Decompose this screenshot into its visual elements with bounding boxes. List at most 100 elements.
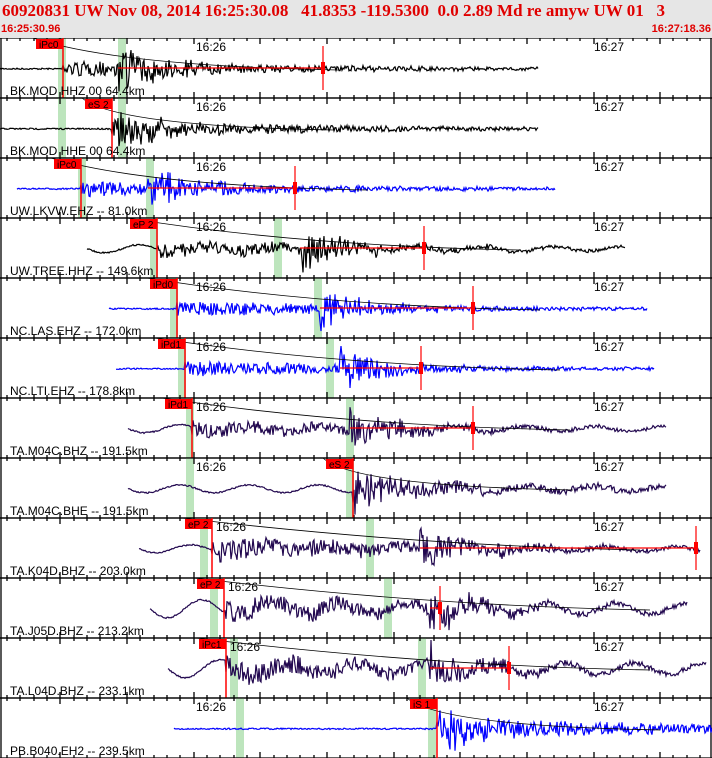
time-label: 16:26 bbox=[230, 640, 260, 654]
pick-flag[interactable] bbox=[150, 279, 177, 289]
time-label: 16:27 bbox=[594, 460, 624, 474]
pick-label: iS 1 bbox=[413, 700, 431, 711]
channel-panel[interactable]: 16:26 16:27 iPc0 BK.MOD HHZ 00 64.4km bbox=[0, 38, 712, 99]
pick-flag[interactable] bbox=[85, 99, 112, 109]
coda-end-marker bbox=[430, 646, 510, 690]
channel-label: NC.LAS.EHZ -- 172.0km bbox=[10, 324, 141, 338]
time-label: 16:27 bbox=[594, 220, 624, 234]
event-title: 60920831 UW Nov 08, 2014 16:25:30.08 41.… bbox=[2, 1, 665, 20]
channel-panel[interactable]: 16:26 16:27 eS 2 TA.M04C.BHE -- 191.5km bbox=[0, 457, 712, 519]
pick-label: eS 2 bbox=[88, 100, 109, 111]
header-bar: 60920831 UW Nov 08, 2014 16:25:30.08 41.… bbox=[0, 0, 712, 38]
waveform-trace bbox=[127, 471, 667, 515]
amplitude-marker bbox=[471, 422, 475, 434]
amplitude-marker bbox=[419, 362, 423, 374]
pick-window bbox=[58, 98, 66, 158]
pick-window bbox=[200, 518, 208, 578]
pick-window bbox=[346, 458, 354, 518]
amplitude-marker bbox=[507, 662, 511, 674]
pick-flag[interactable] bbox=[130, 219, 157, 229]
waveform-trace bbox=[149, 592, 688, 631]
time-label: 16:27 bbox=[594, 340, 624, 354]
pick-window bbox=[326, 338, 334, 398]
waveform-trace bbox=[167, 639, 707, 685]
coda-curve bbox=[161, 397, 571, 431]
channel-panel[interactable]: 16:26 16:27 iPc1 TA.L04D.BHZ -- 233.1km bbox=[0, 637, 712, 699]
coda-curve bbox=[126, 217, 521, 251]
coda-end-marker bbox=[340, 346, 422, 390]
channel-panel[interactable]: 16:26 16:27 eP 2 TA.K04D.BHZ -- 203.0km bbox=[0, 517, 712, 579]
channel-label: TA.M04C.BHZ -- 191.5km bbox=[10, 444, 148, 458]
amplitude-marker bbox=[438, 602, 442, 614]
channel-label: BK.MOD HHE 00 64.4km bbox=[10, 144, 145, 158]
time-label: 16:26 bbox=[196, 40, 226, 54]
pick-window bbox=[178, 338, 186, 398]
amplitude-marker bbox=[293, 182, 297, 194]
channel-label: TA.K04D.BHZ -- 203.0km bbox=[10, 564, 146, 578]
time-label: 16:26 bbox=[196, 460, 226, 474]
coda-curve bbox=[154, 337, 561, 371]
pick-flag[interactable] bbox=[54, 159, 81, 169]
pick-label: eP 2 bbox=[200, 580, 221, 591]
pick-window bbox=[428, 698, 436, 758]
pick-window bbox=[366, 518, 374, 578]
time-label: 16:26 bbox=[196, 160, 226, 174]
pick-window bbox=[236, 698, 244, 758]
time-axis-ticks bbox=[0, 577, 712, 639]
time-axis-ticks bbox=[0, 97, 712, 159]
pick-window bbox=[314, 278, 322, 338]
time-label: 16:26 bbox=[196, 400, 226, 414]
pick-flag[interactable] bbox=[410, 699, 437, 709]
channel-label: TA.M04C.BHE -- 191.5km bbox=[10, 504, 148, 518]
time-label: 16:26 bbox=[196, 700, 226, 714]
channel-panel[interactable]: 16:26 16:27 eS 2 BK.MOD HHE 00 64.4km bbox=[0, 97, 712, 159]
amplitude-marker bbox=[694, 542, 698, 554]
channel-label: TA.L04D.BHZ -- 233.1km bbox=[10, 684, 144, 698]
pick-label: eS 2 bbox=[329, 460, 350, 471]
coda-curve bbox=[146, 277, 541, 311]
channel-panel[interactable]: 16:26 16:27 iPd1 TA.M04C.BHZ -- 191.5km bbox=[0, 397, 712, 459]
coda-curve bbox=[181, 517, 641, 551]
coda-end-marker bbox=[350, 406, 474, 450]
time-label: 16:26 bbox=[216, 520, 246, 534]
channel-label: UW.TREE.HHZ -- 149.6km bbox=[10, 264, 153, 278]
channel-panel[interactable]: 16:26 16:27 eP 2 TA.J05D.BHZ -- 213.2km bbox=[0, 577, 712, 639]
channel-panel[interactable]: 16:26 16:27 eP 2 UW.TREE.HHZ -- 149.6km bbox=[0, 217, 712, 279]
channel-panel[interactable]: 16:26 16:27 iPc0 UW.LKVW.EHZ -- 81.0km bbox=[0, 157, 712, 219]
pick-flag[interactable] bbox=[199, 639, 226, 649]
pick-flag[interactable] bbox=[326, 459, 353, 469]
time-axis-ticks bbox=[0, 337, 712, 399]
coda-curve bbox=[195, 637, 651, 671]
pick-flag[interactable] bbox=[36, 39, 63, 49]
pick-label: iPc0 bbox=[57, 160, 77, 171]
time-label: 16:27 bbox=[594, 400, 624, 414]
time-label: 16:26 bbox=[196, 340, 226, 354]
pick-window bbox=[230, 638, 238, 698]
time-label: 16:26 bbox=[196, 220, 226, 234]
amplitude-marker bbox=[321, 62, 325, 74]
pick-flag[interactable] bbox=[185, 519, 212, 529]
pick-window bbox=[186, 458, 194, 518]
amplitude-marker bbox=[422, 242, 426, 254]
amplitude-marker bbox=[471, 302, 475, 314]
pick-label: iPd1 bbox=[161, 340, 181, 351]
time-label: 16:27 bbox=[594, 100, 624, 114]
channel-panel[interactable]: 16:26 16:27 iPd1 NC.LTI.EHZ -- 178.8km bbox=[0, 337, 712, 399]
pick-label: iPc0 bbox=[39, 40, 59, 51]
waveform-trace bbox=[127, 407, 667, 446]
pick-flag[interactable] bbox=[165, 399, 192, 409]
pick-flag[interactable] bbox=[158, 339, 185, 349]
coda-end-marker bbox=[420, 526, 697, 570]
time-label: 16:26 bbox=[228, 580, 258, 594]
time-label: 16:27 bbox=[594, 700, 624, 714]
time-axis-ticks bbox=[0, 637, 712, 699]
channel-label: NC.LTI.EHZ -- 178.8km bbox=[10, 384, 135, 398]
waveform-trace bbox=[86, 235, 626, 273]
pick-flag[interactable] bbox=[197, 579, 224, 589]
channel-panel[interactable]: 16:26 16:27 iS 1 PB.B040.EH2 -- 239.5km bbox=[0, 697, 712, 758]
waveform-trace bbox=[0, 50, 539, 92]
waveform-trace bbox=[108, 294, 648, 332]
pick-label: iPd0 bbox=[153, 280, 173, 291]
